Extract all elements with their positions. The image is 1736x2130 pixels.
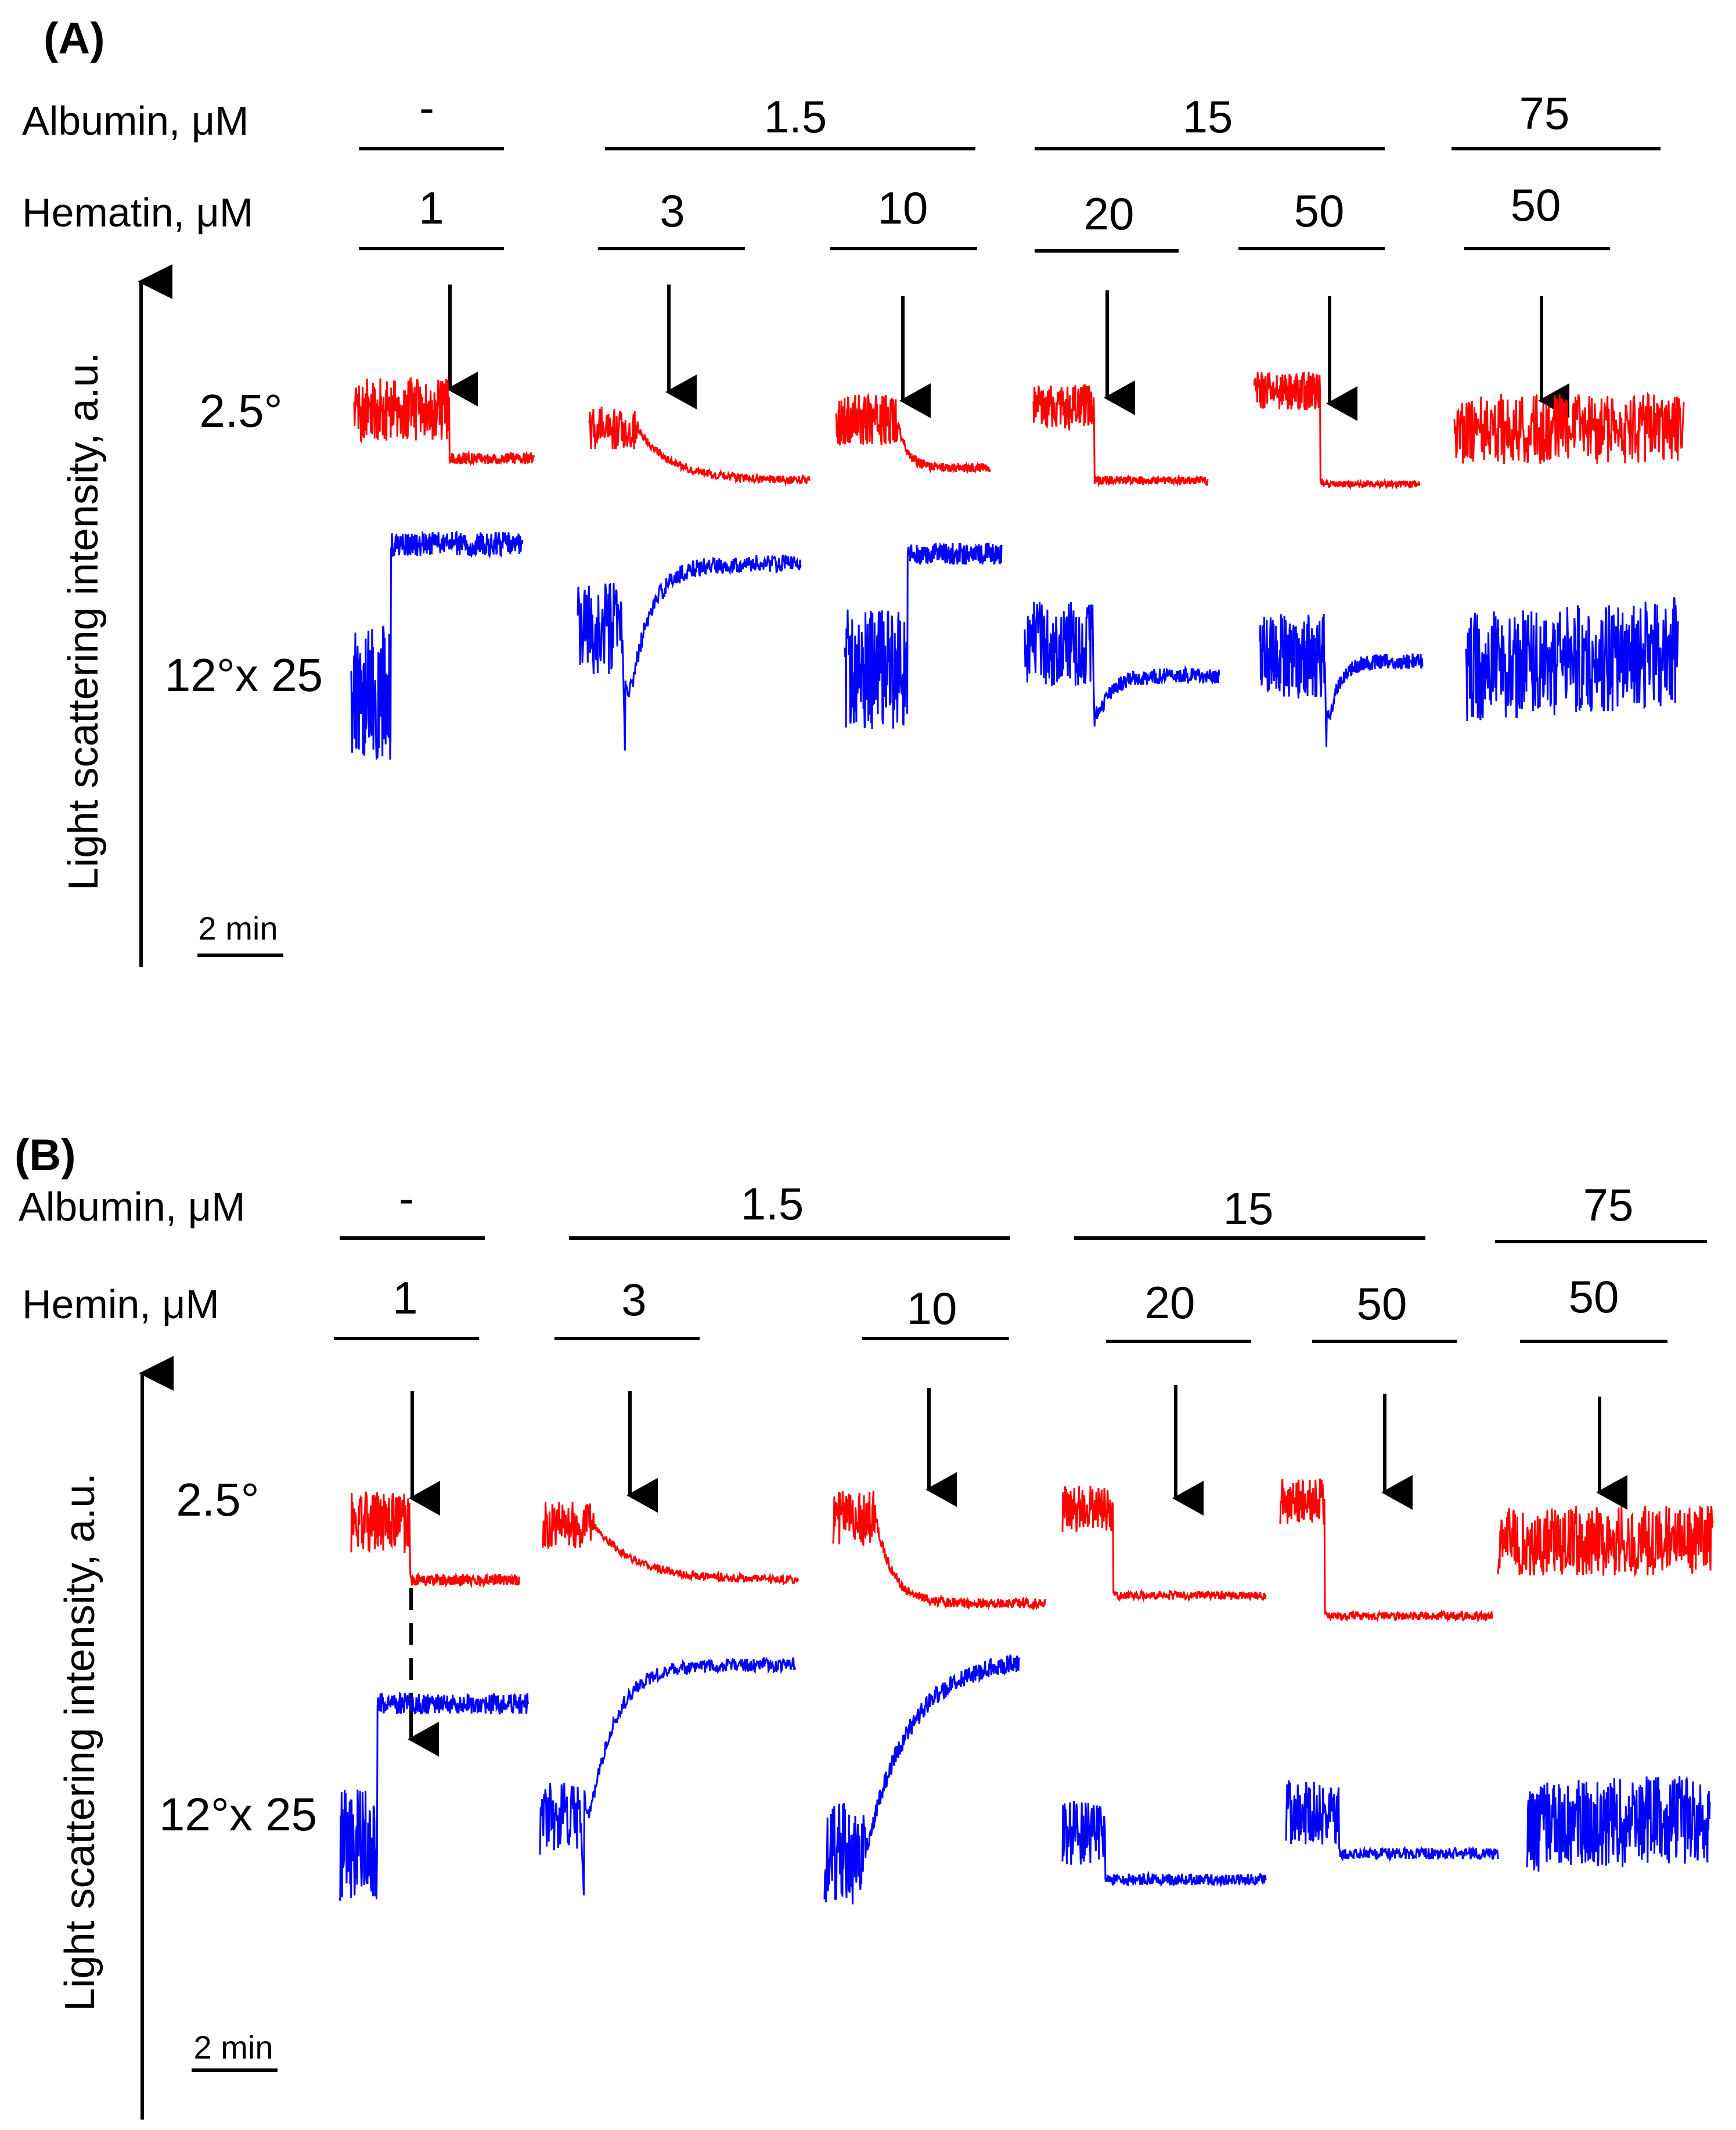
panel-a-trace-label-2-5: 2.5° — [199, 385, 282, 437]
panel-b-albumin-bars — [340, 1236, 1707, 1243]
trace-line — [542, 1502, 799, 1586]
trace-line — [577, 555, 802, 751]
panel-b-trace-label-2-5: 2.5° — [176, 1474, 259, 1525]
trace-line — [1061, 1801, 1267, 1888]
panel-b-y-axis-label: Light scattering intensity, a.u. — [57, 1473, 103, 2011]
panel-a-albumin-row-label: Albumin, μM — [22, 98, 248, 143]
trace-line — [1526, 1776, 1711, 1872]
trace-line — [338, 1692, 530, 1901]
trace-line — [1024, 602, 1220, 727]
heme-value: 1 — [392, 1272, 417, 1323]
albumin-value: 75 — [1519, 88, 1570, 139]
trace-line — [1259, 614, 1424, 747]
trace-line — [350, 530, 524, 760]
trace-line — [1253, 371, 1421, 490]
panel-a-label: (A) — [44, 14, 105, 63]
trace-line — [539, 1656, 797, 1895]
trace-line — [1279, 1478, 1493, 1624]
panel-a: (A) Albumin, μM Hematin, μM - 1.5 15 75 … — [22, 14, 1685, 967]
panel-b-label: (B) — [15, 1131, 76, 1180]
trace-line — [1285, 1780, 1499, 1862]
trace-line — [350, 1491, 520, 1588]
heme-value: 50 — [1294, 185, 1345, 236]
panel-a-traces — [350, 371, 1685, 760]
heme-value: 10 — [907, 1283, 957, 1334]
trace-line — [832, 1491, 1046, 1611]
heme-value: 50 — [1511, 179, 1561, 231]
panel-a-addition-arrows — [446, 285, 1569, 421]
albumin-value: 1.5 — [741, 1178, 804, 1229]
trace-line — [1453, 391, 1685, 465]
heme-value: 50 — [1357, 1278, 1407, 1329]
heme-value: 20 — [1084, 188, 1134, 239]
panel-b-trace-label-12: 12°x 25 — [159, 1789, 317, 1840]
albumin-value: 15 — [1223, 1183, 1274, 1234]
panel-a-albumin-values: - 1.5 15 75 — [419, 82, 1569, 142]
trace-line — [835, 393, 991, 474]
heme-value: 1 — [419, 182, 444, 233]
trace-line — [1032, 383, 1209, 488]
trace-line — [844, 542, 1003, 729]
panel-b-addition-arrows — [409, 1385, 1627, 1516]
panel-b-heme-values: 1 3 10 20 50 50 — [392, 1271, 1619, 1334]
trace-line — [588, 406, 811, 487]
panel-b-heme-row-label: Hemin, μM — [22, 1282, 219, 1327]
heme-value: 10 — [878, 182, 928, 233]
panel-a-trace-label-12: 12°x 25 — [165, 649, 323, 701]
albumin-value: 15 — [1183, 91, 1233, 142]
panel-a-heme-values: 1 3 10 20 50 50 — [419, 179, 1561, 239]
series-12-deg — [338, 1653, 1711, 1905]
series-2-5-deg — [353, 371, 1685, 490]
heme-value: 3 — [621, 1274, 646, 1325]
series-2-5-deg — [350, 1478, 1714, 1624]
heme-value: 50 — [1569, 1271, 1619, 1322]
heme-value: 20 — [1145, 1277, 1195, 1328]
panel-b-scale-label: 2 min — [194, 2029, 273, 2066]
panel-b: (B) Albumin, μM Hemin, μM - 1.5 15 75 1 … — [15, 1131, 1714, 2120]
panel-a-heme-bars — [359, 247, 1610, 253]
series-12-deg — [350, 530, 1679, 760]
trace-line — [823, 1653, 1020, 1905]
trace-line — [1497, 1505, 1714, 1577]
albumin-value: 75 — [1583, 1179, 1634, 1230]
albumin-value: - — [419, 82, 434, 133]
panel-b-albumin-row-label: Albumin, μM — [19, 1184, 245, 1229]
panel-a-y-axis-label: Light scattering intensity, a.u. — [60, 352, 107, 890]
trace-line — [353, 376, 535, 466]
heme-value: 3 — [660, 185, 685, 236]
albumin-value: - — [399, 1172, 414, 1224]
trace-line — [1061, 1486, 1267, 1603]
panel-b-albumin-values: - 1.5 15 75 — [399, 1172, 1633, 1234]
albumin-value: 1.5 — [764, 91, 827, 142]
panel-b-traces — [338, 1478, 1714, 1905]
trace-line — [1465, 597, 1679, 722]
panel-a-scale-label: 2 min — [199, 910, 278, 947]
panel-a-heme-row-label: Hematin, μM — [22, 190, 253, 235]
panel-b-heme-bars — [334, 1337, 1667, 1343]
